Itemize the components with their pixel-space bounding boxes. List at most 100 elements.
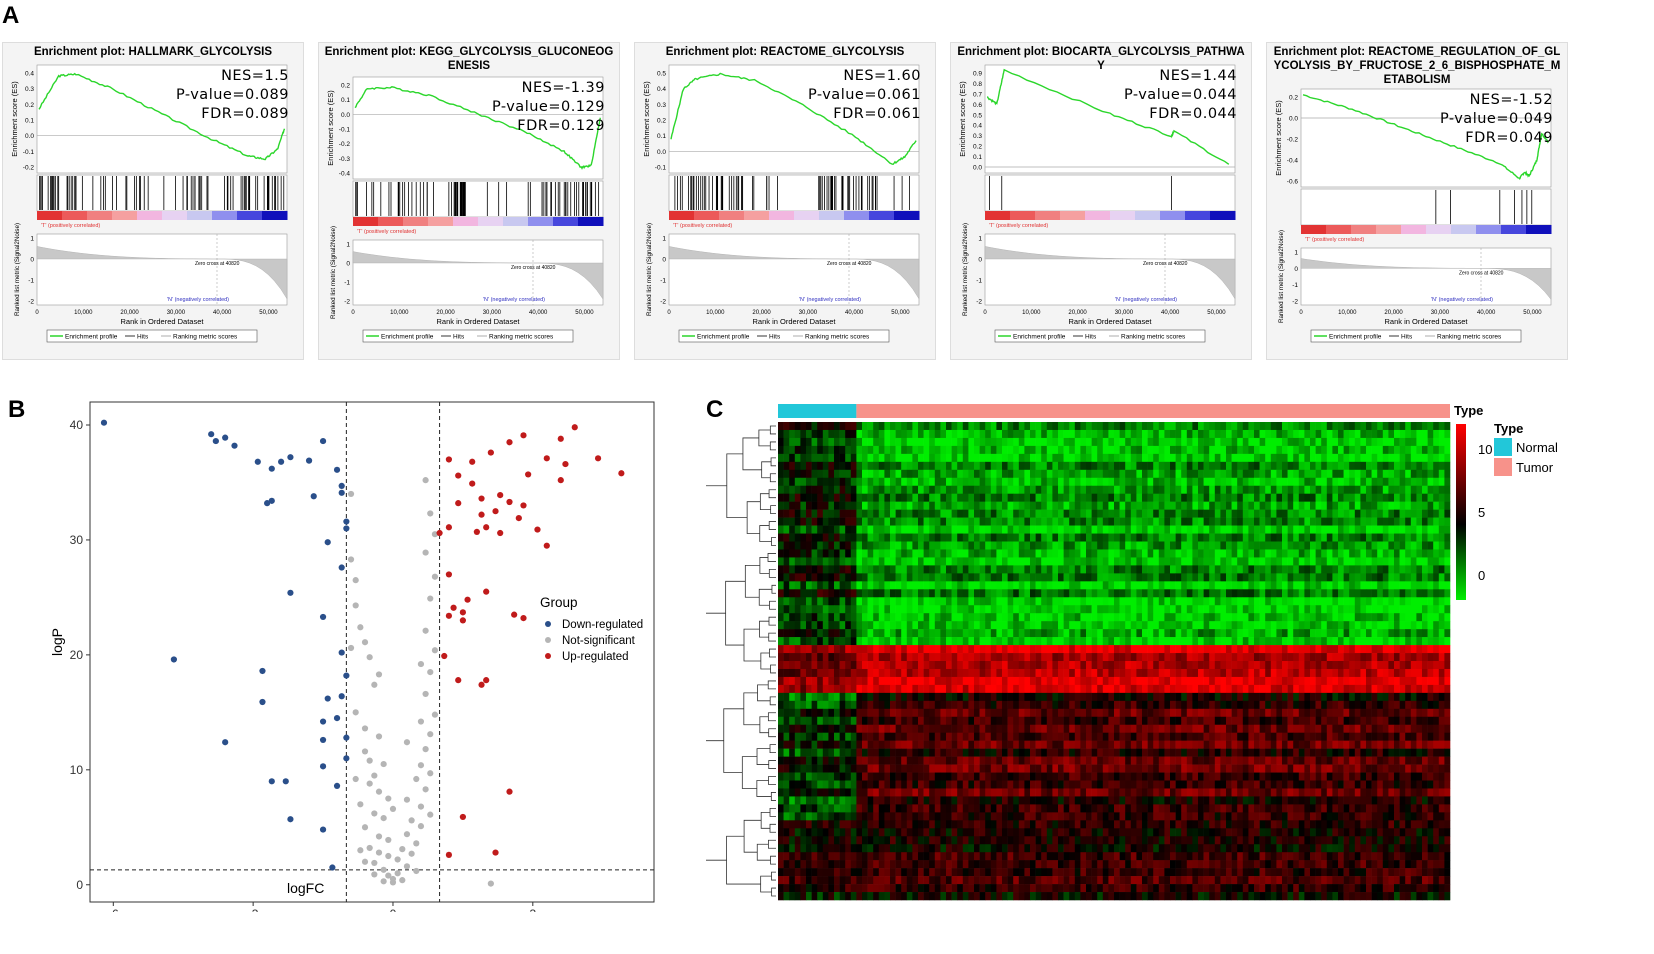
heatmap-cell <box>1102 653 1109 662</box>
heatmap-cell <box>845 613 852 622</box>
heatmap-cell <box>996 461 1003 471</box>
heatmap-cell <box>1254 676 1260 686</box>
heatmap-cell <box>1203 541 1210 550</box>
heatmap-cell <box>1332 477 1339 487</box>
heatmap-cell <box>1046 422 1053 431</box>
heatmap-cell <box>1170 661 1176 670</box>
heatmap-cell <box>912 597 919 606</box>
heatmap-cell <box>1203 429 1210 439</box>
heatmap-cell <box>1276 501 1283 510</box>
heatmap-cell <box>1214 597 1221 606</box>
heatmap-cell <box>822 541 829 550</box>
heatmap-cell <box>1203 589 1210 598</box>
heatmap-cell <box>1237 621 1244 630</box>
heatmap-cell <box>1310 661 1316 670</box>
heatmap-cell <box>1366 533 1372 542</box>
heatmap-cell <box>856 533 863 542</box>
heatmap-cell <box>912 525 919 534</box>
enrichment-curve <box>38 72 286 161</box>
heatmap-cell <box>1315 533 1322 542</box>
heatmap-cell <box>1265 422 1272 431</box>
heatmap-cell <box>1226 557 1232 566</box>
heatmap-cell <box>1046 541 1053 550</box>
heatmap-cell <box>1074 493 1081 502</box>
heatmap-cell <box>1052 445 1059 455</box>
heatmap-cell <box>856 597 863 606</box>
heatmap-cell <box>1265 676 1272 686</box>
heatmap-cell <box>979 661 986 670</box>
heatmap-cell <box>1438 684 1445 694</box>
heatmap-cell <box>1214 437 1221 447</box>
gsea-stat-fdr: FDR=0.049 <box>1465 130 1553 146</box>
heatmap-cell <box>789 661 796 670</box>
es-tick: 0.2 <box>1289 95 1298 102</box>
heatmap-cell <box>968 661 975 670</box>
heatmap-cell <box>1416 661 1423 670</box>
heatmap-cell <box>806 461 812 471</box>
heatmap-cell <box>1091 637 1098 646</box>
heatmap-cell <box>1326 509 1333 518</box>
heatmap-cell <box>1377 541 1384 550</box>
heatmap-cell <box>1125 437 1132 447</box>
heatmap-cell <box>1074 692 1081 702</box>
heatmap-cell <box>979 469 986 479</box>
heatmap-cell <box>1326 605 1333 614</box>
heatmap-cell <box>1310 453 1316 463</box>
heatmap-cell <box>1388 661 1395 670</box>
heatmap-cell <box>873 453 880 463</box>
heatmap-cell <box>1377 661 1384 670</box>
heatmap-cell <box>1366 653 1372 662</box>
heatmap-cell <box>1069 469 1076 479</box>
heatmap-cell <box>1433 661 1440 670</box>
heatmap-cell <box>811 525 818 534</box>
heatmap-cell <box>1366 613 1372 622</box>
heatmap-cell <box>1304 597 1311 606</box>
rank-color-segment <box>212 211 238 220</box>
heatmap-cell <box>1360 645 1367 654</box>
heatmap-cell <box>1035 469 1042 479</box>
heatmap-cell <box>789 613 796 622</box>
heatmap-cell <box>834 429 840 439</box>
heatmap-cell <box>912 453 919 463</box>
heatmap-cell <box>1259 565 1266 574</box>
heatmap-cell <box>912 557 919 566</box>
heatmap-cell <box>1164 684 1171 694</box>
heatmap-cell <box>979 445 986 455</box>
heatmap-cell <box>1231 509 1238 518</box>
heatmap-cell <box>1254 445 1260 455</box>
heatmap-cell <box>1371 653 1378 662</box>
heatmap-cell <box>918 700 924 710</box>
heatmap-cell <box>862 613 868 622</box>
heatmap-cell <box>940 613 947 622</box>
heatmap-cell <box>929 557 936 566</box>
heatmap-cell <box>1377 549 1384 558</box>
heatmap-cell <box>1433 429 1440 439</box>
heatmap-cell <box>990 549 997 558</box>
heatmap-cell <box>1338 621 1344 630</box>
heatmap-cell <box>1080 645 1087 654</box>
heatmap-cell <box>878 581 885 590</box>
heatmap-cell <box>1069 477 1076 487</box>
heatmap-cell <box>1282 581 1288 590</box>
heatmap-cell <box>1242 477 1249 487</box>
rank-color-segment <box>37 211 63 220</box>
heatmap-cell <box>1102 453 1109 463</box>
heatmap-cell <box>1186 549 1193 558</box>
heatmap-cell <box>1186 676 1193 686</box>
point-up-regulated <box>492 849 499 856</box>
heatmap-cell <box>1310 605 1316 614</box>
heatmap-cell <box>884 501 891 510</box>
heatmap-cell <box>884 621 891 630</box>
heatmap-cell <box>1321 453 1328 463</box>
heatmap-cell <box>996 485 1003 494</box>
heatmap-cell <box>1242 557 1249 566</box>
heatmap-cell <box>1293 629 1300 638</box>
heatmap-cell <box>906 549 913 558</box>
heatmap-cell <box>968 668 975 678</box>
rank-color-segment <box>869 211 895 220</box>
heatmap-cell <box>1338 692 1344 702</box>
heatmap-cell <box>940 493 947 502</box>
heatmap-cell <box>1198 581 1204 590</box>
heatmap-cell <box>1276 517 1283 526</box>
es-axis-label: Enrichment score (ES) <box>10 81 19 157</box>
